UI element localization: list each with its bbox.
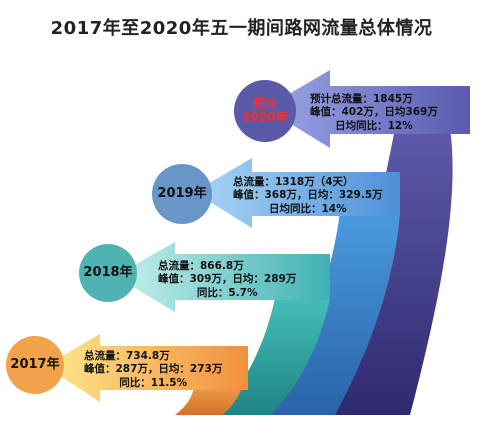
total-flow-text: 总流量：866.8万 <box>158 260 244 272</box>
year-circle-2017: 2017年 <box>6 336 64 394</box>
arrow-2018 <box>115 242 330 312</box>
peak-text: 峰值：287万，日均：273万 <box>84 363 223 376</box>
year-label: 2019年 <box>157 186 207 202</box>
page-title: 2017年至2020年五一期间路网流量总体情况 <box>50 18 433 39</box>
info-2018: 总流量：866.8万 峰值：309万，日均：289万 同比：5.7% <box>158 260 296 300</box>
yoy-text: 日均同比：14% <box>269 202 347 215</box>
year-label-prefix: 预计 <box>252 97 277 112</box>
yoy-text: 同比：5.7% <box>196 286 258 299</box>
peak-text: 峰值：309万，日均：289万 <box>158 273 297 286</box>
total-flow-text: 总流量：734.8万 <box>84 350 170 362</box>
arrow-2017 <box>45 334 248 402</box>
info-2019: 总流量：1318万（4天） 峰值：368万，日均：329.5万 日均同比：14% <box>233 176 383 216</box>
peak-text: 峰值：402万，日均369万 <box>310 106 438 119</box>
year-label: 2017年 <box>10 357 60 373</box>
info-2017: 总流量：734.8万 峰值：287万，日均：273万 同比：11.5% <box>84 350 222 390</box>
year-label: 2020年 <box>242 110 288 124</box>
year-circle-2018: 2018年 <box>79 244 137 302</box>
total-flow-text: 总流量：1318万（4天） <box>233 176 354 188</box>
peak-text: 峰值：368万，日均：329.5万 <box>233 189 383 202</box>
info-2020: 预计总流量：1845万 峰值：402万，日均369万 日均同比：12% <box>310 93 438 133</box>
total-flow-text: 预计总流量：1845万 <box>310 93 413 105</box>
yoy-text: 日均同比：12% <box>335 119 413 132</box>
year-circle-2019: 2019年 <box>152 164 212 224</box>
year-label: 2018年 <box>83 265 133 281</box>
arrow-2019 <box>194 158 400 228</box>
arrow-2020 <box>265 70 470 148</box>
year-circle-2020: 预计 2020年 <box>234 80 296 142</box>
yoy-text: 同比：11.5% <box>119 376 188 389</box>
